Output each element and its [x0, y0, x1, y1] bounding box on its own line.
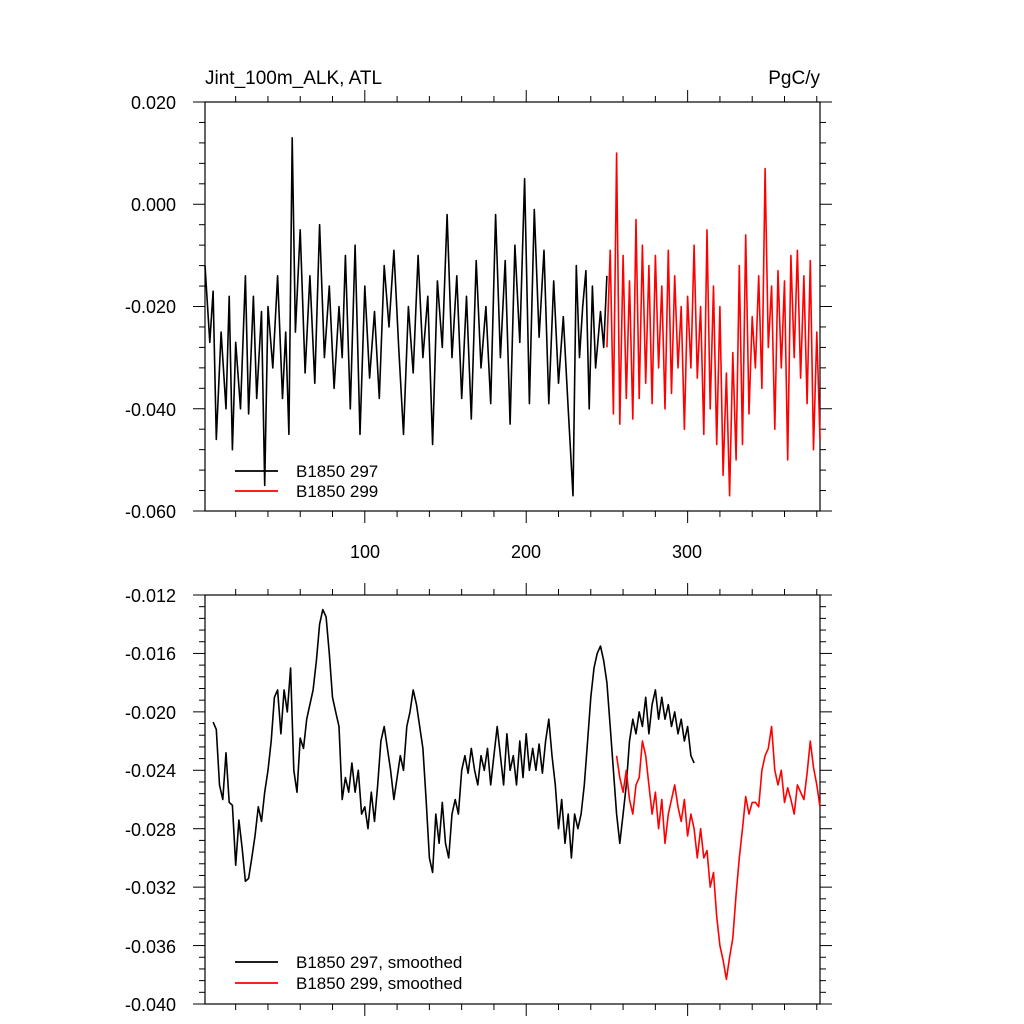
x-tick-label: 300 — [672, 542, 702, 562]
y-tick-label: -0.040 — [125, 995, 176, 1015]
axis-ticks — [193, 90, 832, 523]
y-tick-label: -0.020 — [125, 703, 176, 723]
plot-frame — [204, 594, 821, 1005]
timeseries-panel-smoothed: -0.012 -0.016 -0.020 -0.024 -0.028 -0.03… — [125, 583, 832, 1016]
y-tick-labels: 0.020 0.000 -0.020 -0.040 -0.060 — [125, 93, 176, 522]
units-label: PgC/y — [768, 68, 820, 89]
y-tick-label: -0.024 — [125, 761, 176, 781]
legend-label: B1850 299 — [296, 482, 378, 501]
y-tick-label: -0.020 — [125, 297, 176, 317]
series-line-b1850-297 — [204, 137, 608, 497]
legend: B1850 297 B1850 299 — [235, 462, 378, 501]
y-tick-label: -0.036 — [125, 937, 176, 957]
x-tick-labels: 100 200 300 — [350, 542, 702, 562]
legend-label: B1850 297 — [296, 462, 378, 481]
x-tick-label: 100 — [350, 542, 380, 562]
y-tick-labels: -0.012 -0.016 -0.020 -0.024 -0.028 -0.03… — [125, 586, 176, 1015]
chart-title: Jint_100m_ALK, ATL — [205, 68, 382, 89]
series-line-b1850-297-smoothed — [212, 608, 695, 883]
y-tick-label: -0.032 — [125, 878, 176, 898]
y-tick-label: 0.020 — [131, 93, 176, 113]
y-tick-label: -0.040 — [125, 400, 176, 420]
timeseries-panel-raw: Jint_100m_ALK, ATL PgC/y 0.020 0.000 -0.… — [125, 68, 832, 562]
y-tick-label: 0.000 — [131, 195, 176, 215]
y-tick-label: -0.028 — [125, 820, 176, 840]
y-tick-label: -0.060 — [125, 502, 176, 522]
axis-ticks — [193, 583, 832, 1016]
x-tick-label: 200 — [511, 542, 541, 562]
legend: B1850 297, smoothed B1850 299, smoothed — [235, 953, 462, 993]
series-line-b1850-299 — [606, 152, 821, 497]
y-tick-label: -0.016 — [125, 644, 176, 664]
y-tick-label: -0.012 — [125, 586, 176, 606]
legend-label: B1850 299, smoothed — [296, 974, 462, 993]
series-line-b1850-299-smoothed — [615, 725, 821, 981]
legend-label: B1850 297, smoothed — [296, 953, 462, 972]
